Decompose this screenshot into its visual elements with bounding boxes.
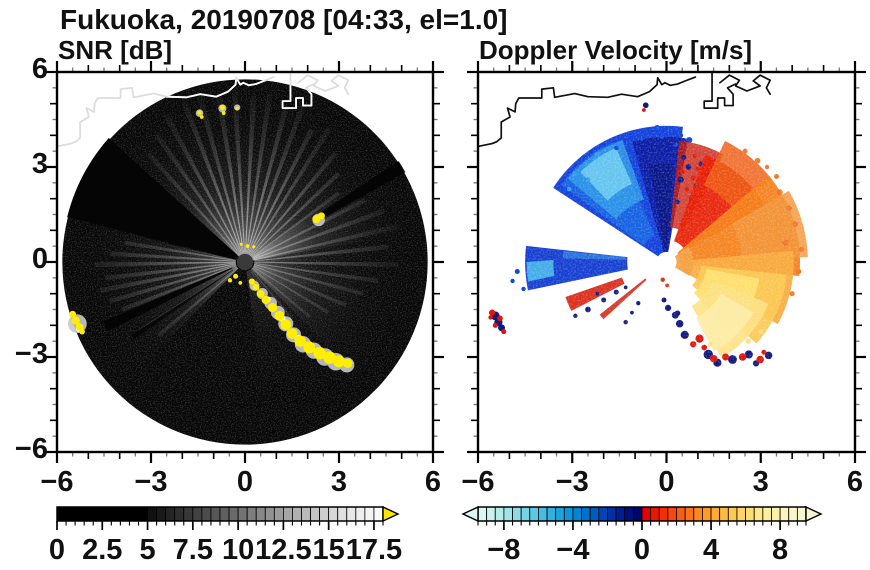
snr-colorbar [56,505,400,530]
x-tick-label: 0 [236,466,254,498]
echo-dots [488,309,507,335]
velocity-colorbar [461,505,823,530]
coastline [703,72,772,109]
colorbar-tick-label: 2.5 [82,534,123,566]
x-tick-label: −6 [40,466,74,498]
echo-dots [642,102,649,109]
colorbar-tick-label: 17.5 [345,534,403,566]
colorbar-tick-label: 8 [772,534,789,566]
coastline [477,76,697,148]
x-tick-label: −3 [134,466,168,498]
colorbar-tick-label: 12.5 [255,534,312,566]
colorbar-tick-label: 5 [139,534,156,566]
snr-panel-title: SNR [dB] [58,35,173,65]
x-tick-label: −3 [555,466,589,498]
y-tick-label: −3 [14,338,48,370]
echo-dots [641,108,646,112]
echo-dots [69,104,353,369]
y-tick-label: 6 [31,53,48,85]
y-tick-label: −6 [14,433,48,465]
colorbar-tick-label: 7.5 [172,534,213,566]
velocity-ppi-plot [467,61,866,463]
y-tick-label: 3 [31,148,48,180]
x-tick-label: 6 [424,466,442,498]
velocity-panel-title: Doppler Velocity [m/s] [479,35,753,65]
colorbar-tick-label: −4 [556,534,590,566]
x-tick-label: 0 [658,466,675,498]
x-tick-label: 6 [846,466,864,498]
colorbar-tick-label: 0 [633,534,651,566]
axis-frame [467,61,866,463]
snr-ppi-plot [46,61,444,463]
colorbar-tick-label: −8 [487,534,521,566]
colorbar-tick-label: 0 [48,534,66,566]
x-tick-label: 3 [330,466,348,498]
x-tick-label: −6 [461,466,495,498]
figure-title: Fukuoka, 20190708 [04:33, el=1.0] [60,4,508,35]
over-range-arrow [382,505,400,523]
over-range-arrow [805,505,823,523]
colorbar-tick-label: 10 [221,534,255,566]
colorbar-tick-label: 4 [702,534,720,566]
under-range-arrow [461,505,479,523]
y-tick-label: 0 [31,243,48,275]
x-tick-label: 3 [752,466,769,498]
colorbar-tick-label: 15 [312,534,345,566]
axis-frame [46,61,444,463]
